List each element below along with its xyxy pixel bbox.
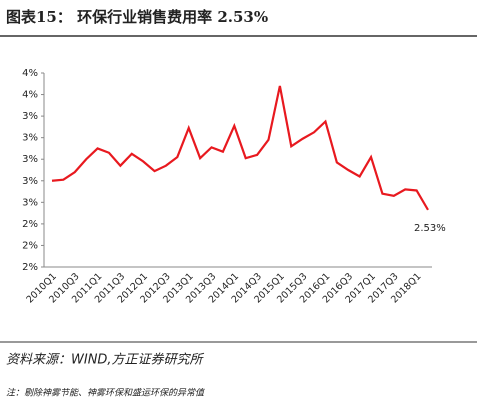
- y-tick-label: 2%: [22, 219, 38, 230]
- y-tick-label: 3%: [22, 197, 38, 208]
- y-tick-label: 2%: [22, 262, 38, 273]
- y-tick-label: 3%: [22, 111, 38, 122]
- data-label: 2.53%: [414, 223, 446, 234]
- series-line: [51, 85, 429, 211]
- y-tick-label: 4%: [22, 90, 38, 101]
- y-tick-label: 4%: [22, 68, 38, 79]
- chart-title: 图表15： 环保行业销售费用率 2.53%: [6, 8, 268, 26]
- y-tick-label: 3%: [22, 133, 38, 144]
- source: 资料来源：WIND,方正证券研究所: [6, 352, 205, 368]
- y-tick-label: 2%: [22, 240, 38, 251]
- y-tick-label: 3%: [22, 154, 38, 165]
- note: 注：剔除神雾节能、神雾环保和盛运环保的异常值: [6, 388, 206, 399]
- y-tick-label: 3%: [22, 176, 38, 187]
